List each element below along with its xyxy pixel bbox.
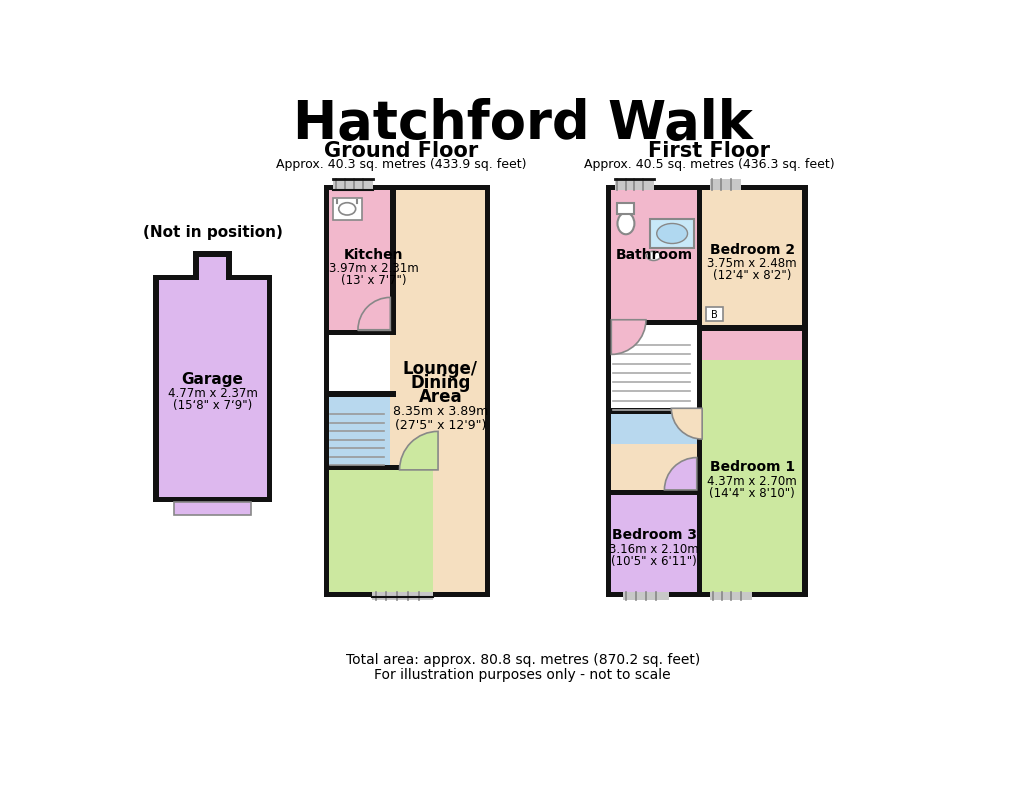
Text: Kitchen: Kitchen — [343, 247, 404, 261]
Text: 3.16m x 2.10m: 3.16m x 2.10m — [608, 542, 698, 555]
Text: (10'5" x 6'11"): (10'5" x 6'11") — [610, 554, 696, 567]
Bar — [324, 186, 329, 597]
Text: (14'4" x 8'10"): (14'4" x 8'10") — [708, 487, 794, 500]
Bar — [649, 220, 694, 249]
Bar — [158, 281, 267, 497]
Bar — [614, 179, 653, 191]
Bar — [610, 191, 802, 592]
Bar — [605, 186, 807, 191]
Bar — [329, 397, 390, 470]
Bar — [485, 186, 490, 597]
Bar — [802, 186, 807, 597]
Wedge shape — [663, 458, 696, 491]
Text: Lounge/: Lounge/ — [403, 359, 477, 377]
Text: Bathroom: Bathroom — [614, 247, 692, 262]
Bar — [324, 465, 437, 470]
Bar — [610, 191, 696, 326]
Bar — [332, 199, 362, 221]
Text: 4.37m x 2.70m: 4.37m x 2.70m — [706, 474, 796, 487]
Bar — [605, 491, 701, 496]
Bar — [616, 204, 634, 215]
Bar — [329, 191, 485, 592]
Wedge shape — [358, 298, 390, 330]
Bar — [332, 199, 362, 221]
Text: Hatchford Walk: Hatchford Walk — [292, 97, 752, 149]
Bar — [324, 330, 395, 336]
Text: B: B — [710, 310, 717, 320]
Bar — [333, 179, 373, 191]
Text: Garage: Garage — [181, 371, 244, 386]
Bar — [153, 497, 272, 503]
Text: 3.97m x 2.31m: 3.97m x 2.31m — [328, 262, 418, 275]
Bar — [696, 326, 807, 331]
Bar — [605, 320, 701, 326]
Bar — [324, 592, 490, 597]
Bar — [324, 392, 395, 397]
Bar — [701, 331, 802, 360]
Ellipse shape — [338, 204, 356, 216]
Bar — [267, 276, 272, 503]
Text: 3.75m x 2.48m: 3.75m x 2.48m — [707, 256, 796, 269]
Bar — [649, 220, 694, 249]
Bar — [329, 191, 390, 336]
Ellipse shape — [646, 252, 660, 261]
Bar — [623, 592, 668, 600]
Bar — [153, 276, 158, 503]
Wedge shape — [610, 320, 645, 355]
Text: Bedroom 1: Bedroom 1 — [709, 460, 794, 474]
Bar — [696, 186, 701, 597]
Wedge shape — [671, 409, 701, 440]
Text: Ground Floor: Ground Floor — [324, 141, 478, 161]
Bar — [705, 308, 722, 322]
Bar — [709, 592, 751, 600]
Bar — [610, 326, 696, 414]
Bar — [329, 470, 432, 592]
Text: Dining: Dining — [410, 373, 470, 391]
Text: 4.77m x 2.37m: 4.77m x 2.37m — [167, 386, 257, 399]
Ellipse shape — [656, 224, 687, 244]
Bar — [174, 503, 251, 515]
Bar — [390, 186, 395, 336]
Text: (27'5" x 12'9"): (27'5" x 12'9") — [394, 418, 486, 431]
Text: (15‘8" x 7‘9"): (15‘8" x 7‘9") — [172, 398, 252, 411]
Text: (13' x 7'7"): (13' x 7'7") — [340, 274, 407, 287]
Wedge shape — [399, 431, 437, 470]
Text: Approx. 40.5 sq. metres (436.3 sq. feet): Approx. 40.5 sq. metres (436.3 sq. feet) — [583, 157, 834, 171]
Text: Total area: approx. 80.8 sq. metres (870.2 sq. feet): Total area: approx. 80.8 sq. metres (870… — [345, 652, 699, 666]
Bar — [701, 360, 802, 592]
Text: Bedroom 3: Bedroom 3 — [611, 527, 696, 542]
Bar — [705, 308, 722, 322]
Bar — [605, 186, 610, 597]
Text: (12'4" x 8'2"): (12'4" x 8'2") — [712, 269, 791, 282]
Bar — [193, 252, 231, 257]
Bar — [193, 252, 231, 281]
Ellipse shape — [616, 213, 634, 235]
Bar — [372, 592, 433, 600]
Text: For illustration purposes only - not to scale: For illustration purposes only - not to … — [374, 667, 671, 681]
Bar — [605, 592, 807, 597]
Bar — [153, 276, 272, 281]
Bar — [709, 179, 740, 191]
Text: Approx. 40.3 sq. metres (433.9 sq. feet): Approx. 40.3 sq. metres (433.9 sq. feet) — [275, 157, 526, 171]
Text: Area: Area — [418, 387, 462, 405]
Bar — [329, 336, 390, 397]
Bar — [605, 409, 701, 414]
Text: First Floor: First Floor — [647, 141, 769, 161]
Text: 8.35m x 3.89m: 8.35m x 3.89m — [392, 405, 487, 418]
Bar — [696, 326, 807, 331]
Bar — [324, 186, 490, 191]
Bar — [174, 503, 251, 515]
Bar — [610, 496, 696, 592]
Bar — [193, 252, 199, 281]
Text: (Not in position): (Not in position) — [143, 225, 282, 240]
Text: Bedroom 2: Bedroom 2 — [709, 242, 794, 256]
Bar — [226, 252, 231, 281]
Bar — [610, 414, 696, 445]
